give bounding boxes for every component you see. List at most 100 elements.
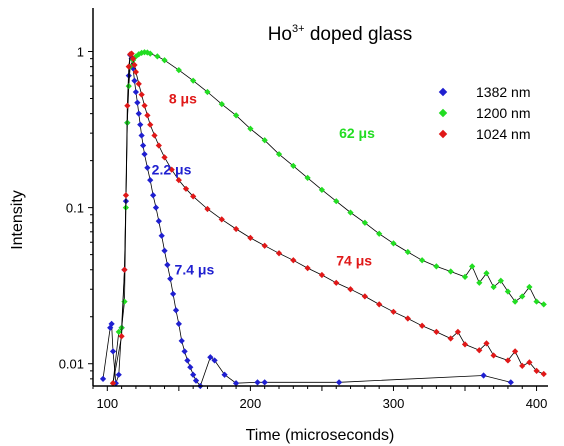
data-point-1024-nm [144, 112, 151, 119]
data-point-1382-nm [139, 142, 147, 149]
legend-label-1200-nm: 1200 nm [476, 105, 530, 121]
legend-label-1024-nm: 1024 nm [476, 126, 530, 142]
data-point-1200-nm [469, 263, 476, 270]
data-point-1200-nm [161, 57, 168, 64]
data-point-1200-nm [540, 301, 547, 308]
data-point-1200-nm [125, 83, 132, 90]
data-point-1200-nm [347, 209, 354, 216]
data-point-1382-nm [232, 380, 240, 387]
data-point-1382-nm [138, 132, 145, 139]
data-point-1024-nm [122, 192, 130, 199]
data-point-1024-nm [138, 91, 145, 98]
data-point-1382-nm [131, 77, 138, 84]
data-point-1024-nm [376, 301, 383, 308]
data-point-1200-nm [204, 88, 211, 96]
data-point-1200-nm [483, 270, 490, 277]
annotation-label: 7.4 μs [175, 262, 215, 278]
data-point-1200-nm [490, 283, 497, 291]
data-point-1200-nm [261, 137, 268, 144]
data-point-1200-nm [419, 257, 426, 264]
data-point-1024-nm [290, 257, 297, 264]
data-point-1382-nm [137, 121, 144, 128]
x-axis-title: Time (microseconds) [246, 427, 395, 444]
data-point-1024-nm [135, 80, 142, 88]
data-point-1382-nm [135, 110, 142, 117]
y-tick-label: 0.01 [59, 357, 84, 372]
data-point-1382-nm [254, 379, 261, 386]
data-point-1200-nm [175, 67, 182, 74]
y-tick-label: 1 [77, 45, 84, 60]
data-point-1200-nm [154, 53, 161, 60]
legend-marker-1200-nm [438, 108, 448, 118]
plot-area [99, 49, 547, 390]
data-point-1024-nm [155, 142, 162, 149]
data-point-1382-nm [150, 192, 157, 199]
data-point-1024-nm [233, 225, 240, 233]
data-point-1382-nm [187, 364, 194, 371]
data-point-1024-nm [483, 340, 490, 347]
data-point-1382-nm [144, 164, 151, 171]
data-point-1382-nm [335, 379, 343, 386]
data-point-1382-nm [221, 371, 228, 378]
data-point-1024-nm [168, 166, 175, 173]
data-point-1382-nm [132, 88, 139, 96]
fit-line-1382-nm [102, 54, 511, 387]
data-point-1024-nm [124, 102, 131, 109]
data-point-1024-nm [125, 63, 132, 70]
data-point-1024-nm [519, 362, 526, 369]
x-tick-label: 200 [240, 396, 262, 411]
annotation-label: 2.2 μs [152, 162, 192, 178]
data-point-1382-nm [99, 375, 107, 382]
data-point-1024-nm [128, 50, 135, 57]
data-point-1024-nm [247, 234, 254, 241]
legend-marker-1382-nm [438, 87, 448, 97]
annotation-label: 62 μs [339, 125, 375, 141]
data-point-1382-nm [480, 372, 487, 379]
data-point-1200-nm [433, 263, 440, 270]
annotation-label: 8 μs [169, 91, 197, 107]
x-tick-label: 300 [383, 396, 405, 411]
data-point-1024-nm [175, 177, 182, 184]
data-point-1200-nm [533, 298, 540, 305]
data-point-1024-nm [147, 121, 154, 128]
data-point-1024-nm [151, 132, 158, 139]
data-point-1024-nm [275, 250, 283, 257]
data-point-1200-nm [390, 240, 397, 247]
data-point-1200-nm [504, 288, 512, 295]
data-point-1024-nm [433, 328, 440, 335]
data-point-1024-nm [141, 102, 148, 109]
data-point-1200-nm [404, 248, 411, 256]
data-point-1200-nm [447, 268, 454, 275]
data-point-1024-nm [261, 242, 268, 249]
data-point-1200-nm [304, 174, 311, 182]
data-point-1382-nm [155, 217, 162, 225]
data-point-1382-nm [175, 320, 182, 328]
x-tick-label: 400 [526, 396, 548, 411]
data-point-1200-nm [526, 283, 533, 291]
data-point-1382-nm [161, 247, 168, 254]
data-point-1024-nm [418, 322, 426, 329]
data-point-1382-nm [115, 371, 122, 378]
x-tick-label: 100 [96, 396, 118, 411]
data-point-1024-nm [461, 341, 469, 348]
data-point-1200-nm [290, 162, 297, 170]
data-point-1024-nm [121, 266, 128, 273]
data-point-1382-nm [152, 204, 160, 211]
data-point-1382-nm [261, 379, 268, 386]
data-point-1382-nm [109, 348, 117, 355]
data-point-1024-nm [318, 271, 326, 279]
legend: 1382 nm 1200 nm 1024 nm [438, 84, 530, 142]
data-point-1024-nm [447, 335, 454, 342]
data-point-1024-nm [304, 264, 311, 272]
data-point-1200-nm [233, 112, 240, 119]
data-point-1200-nm [461, 273, 469, 281]
data-point-1382-nm [164, 261, 171, 268]
data-point-1024-nm [404, 315, 411, 322]
data-point-1382-nm [158, 232, 165, 239]
data-point-1382-nm [211, 357, 218, 364]
data-point-1024-nm [490, 352, 497, 359]
data-point-1024-nm [504, 357, 512, 364]
data-point-1200-nm [476, 279, 483, 286]
data-point-1200-nm [519, 293, 526, 300]
